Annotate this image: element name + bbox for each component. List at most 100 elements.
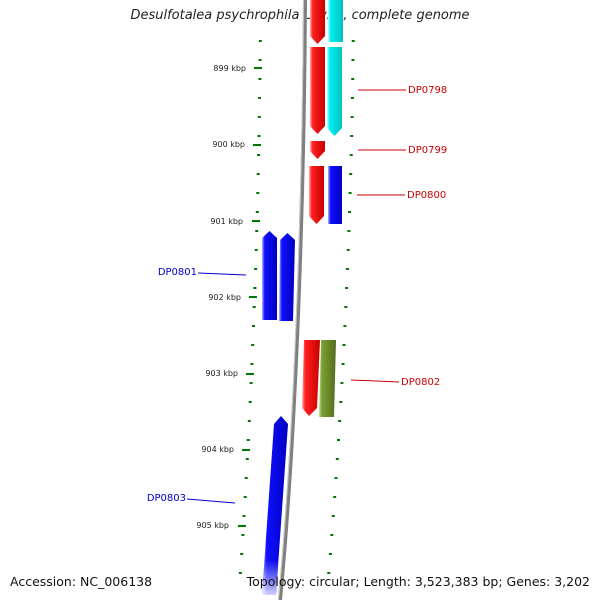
- gene-label-dp0798[interactable]: DP0798: [358, 85, 447, 96]
- genome-backbone-highlight: [278, 0, 304, 600]
- scale-dot: [248, 401, 252, 403]
- gene-label-text: DP0803: [147, 493, 186, 504]
- scale-label-904: 904 kbp: [201, 445, 234, 454]
- gene-feature-red-dp0800: [309, 166, 324, 224]
- track-dot: [350, 97, 354, 99]
- track-dot: [342, 344, 346, 346]
- gene-label-dp0799[interactable]: DP0799: [358, 145, 447, 156]
- gene-feature-blue-dp0800: [328, 166, 342, 224]
- gene-feature-cyan-dp0798: [327, 47, 342, 136]
- gene-label-text: DP0802: [401, 377, 440, 388]
- gene-feature-red-dp0798: [310, 47, 325, 134]
- track-dot: [351, 40, 355, 42]
- right-scale-track: [327, 40, 355, 574]
- scale-label-902: 902 kbp: [208, 293, 241, 302]
- scale-dot: [254, 249, 258, 251]
- track-dot: [327, 572, 331, 574]
- scale-dot: [258, 59, 262, 61]
- gene-feature-red-dp0799: [310, 141, 325, 159]
- track-dot: [330, 534, 334, 536]
- scale-label-903: 903 kbp: [205, 369, 238, 378]
- track-dot: [339, 401, 343, 403]
- scale-label-899: 899 kbp: [213, 64, 246, 73]
- scale-label-905: 905 kbp: [196, 521, 229, 530]
- scale-dot: [258, 40, 262, 42]
- track-dot: [335, 458, 339, 460]
- scale-dot: [247, 420, 251, 422]
- track-dot: [341, 363, 345, 365]
- scale-label-901: 901 kbp: [210, 217, 243, 226]
- track-dot: [328, 553, 332, 555]
- track-dot: [348, 192, 352, 194]
- gene-feature-olive-dp0802: [319, 340, 336, 417]
- scale-dot: [241, 534, 245, 536]
- scale-dot: [257, 135, 261, 137]
- track-dot: [351, 78, 355, 80]
- gene-label-text: DP0801: [158, 267, 197, 278]
- scale-dot: [257, 154, 261, 156]
- scale-label-900: 900 kbp: [212, 140, 245, 149]
- gene-feature-red-dp0802: [302, 340, 320, 416]
- accession-text: Accession: NC_006138: [10, 574, 153, 589]
- scale-dot: [255, 211, 259, 213]
- track-dot: [348, 211, 351, 213]
- track-dot: [351, 59, 355, 61]
- track-dot: [347, 230, 351, 232]
- scale-dot: [256, 192, 260, 194]
- gene-label-text: DP0798: [408, 85, 447, 96]
- scale-dot: [253, 287, 257, 289]
- track-dot: [344, 306, 348, 308]
- leader-line: [350, 379, 400, 383]
- gene-label-dp0802[interactable]: DP0802: [350, 377, 440, 388]
- track-dot: [350, 116, 354, 118]
- gene-label-dp0803[interactable]: DP0803: [147, 493, 236, 504]
- scale-dot: [251, 344, 255, 346]
- scale-dot: [243, 496, 247, 498]
- scale-dot: [258, 97, 262, 99]
- scale-dot: [255, 230, 259, 232]
- track-dot: [338, 420, 342, 422]
- gene-feature-blue-dp0801-a: [262, 231, 277, 320]
- leader-line: [186, 498, 236, 504]
- scale-dot: [246, 439, 250, 441]
- genome-title: Desulfotalea psychrophila LSv54, complet…: [130, 8, 470, 23]
- gene-feature-red-top: [310, 0, 325, 44]
- scale-dot: [245, 458, 249, 460]
- gene-label-dp0801[interactable]: DP0801: [158, 267, 247, 278]
- gene-feature-blue-dp0801-b: [279, 233, 295, 321]
- scale-dot: [240, 553, 244, 555]
- scale-dot: [252, 325, 255, 327]
- gene-feature-blue-dp0803-fade: [262, 560, 278, 595]
- scale-dot: [242, 515, 246, 517]
- track-dot: [340, 382, 344, 384]
- track-dot: [331, 515, 335, 517]
- track-dot: [349, 154, 353, 156]
- gene-feature-cyan-top: [328, 0, 343, 42]
- track-dot: [343, 325, 347, 327]
- genome-backbone: [278, 0, 307, 600]
- gene-label-dp0800[interactable]: DP0800: [357, 190, 446, 201]
- left-scale-track: [238, 40, 262, 574]
- scale-dot: [244, 477, 248, 479]
- scale-dot: [258, 78, 262, 80]
- track-dot: [333, 496, 337, 498]
- track-dot: [345, 268, 349, 270]
- scale-axis: 899 kbp 900 kbp 901 kbp 902 kbp 903 kbp …: [196, 64, 262, 530]
- gene-feature-blue-dp0803: [262, 416, 288, 595]
- scale-dot: [256, 173, 260, 175]
- gene-label-text: DP0800: [407, 190, 446, 201]
- scale-dot: [254, 268, 258, 270]
- track-dot: [337, 439, 340, 441]
- scale-dot: [249, 382, 253, 384]
- track-dot: [334, 477, 338, 479]
- track-dot: [346, 249, 350, 251]
- scale-dot: [257, 116, 261, 118]
- scale-dot: [252, 306, 256, 308]
- gene-label-text: DP0799: [408, 145, 447, 156]
- scale-dot: [238, 572, 242, 574]
- track-dot: [350, 135, 354, 137]
- leader-line: [197, 272, 247, 276]
- track-dot: [349, 173, 353, 175]
